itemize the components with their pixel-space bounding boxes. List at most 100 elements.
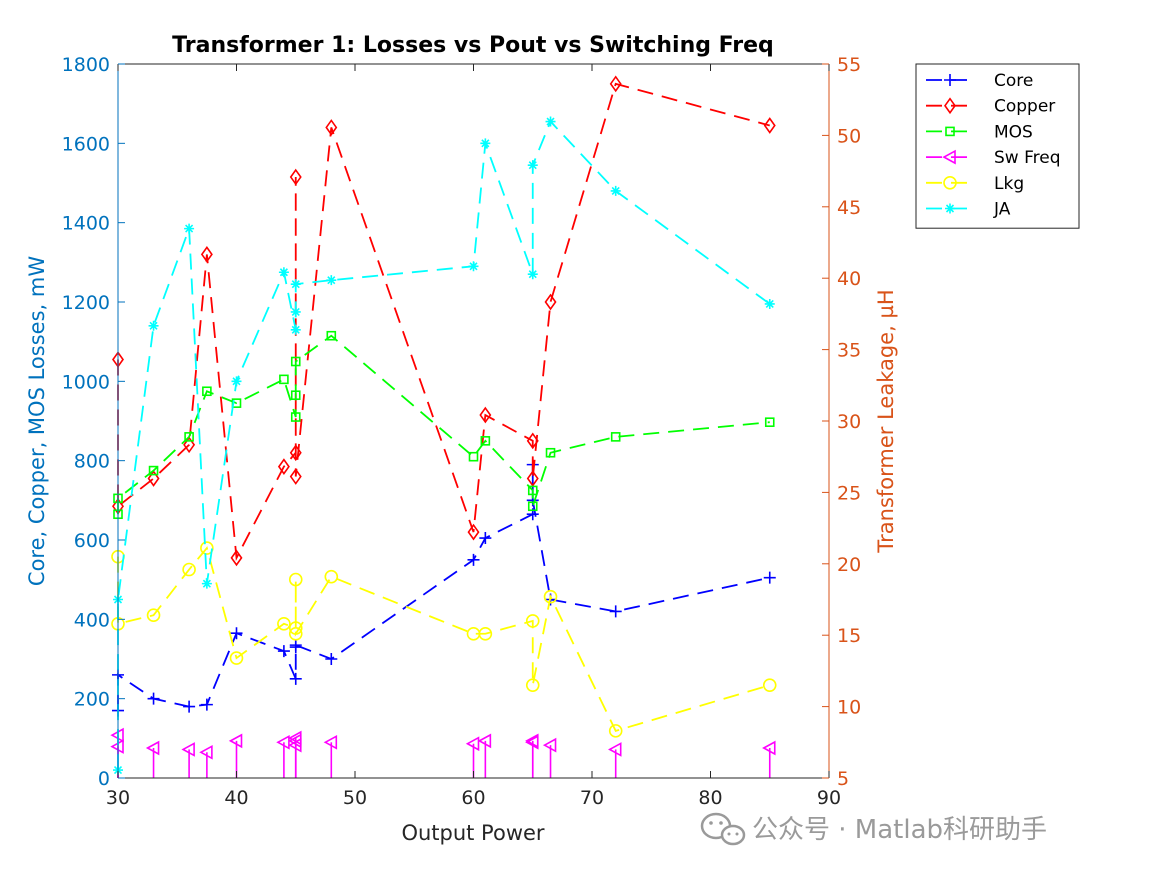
marker-copper: [289, 444, 302, 462]
y-right-tick-label: 15: [837, 625, 861, 647]
marker-ja: [527, 160, 538, 171]
marker-mos: [527, 485, 538, 496]
chart-title: Transformer 1: Losses vs Pout vs Switchi…: [172, 33, 774, 58]
y-left-tick-label: 1000: [62, 371, 110, 393]
legend-label: JA: [993, 200, 1011, 220]
marker-mos: [202, 386, 212, 397]
marker-ja: [290, 306, 301, 317]
marker-lkg: [762, 678, 777, 692]
marker-sw-freq: [608, 742, 622, 757]
marker-copper: [544, 293, 557, 311]
legend-box: [915, 63, 1080, 229]
marker-copper: [183, 436, 196, 454]
series-ja: [113, 116, 775, 776]
marker-copper: [526, 432, 539, 450]
legend-item-copper: Copper: [926, 97, 1055, 117]
marker-mos: [290, 356, 301, 367]
marker-mos: [610, 432, 621, 442]
line-ja: [117, 119, 771, 771]
x-tick-label: 40: [224, 787, 248, 809]
marker-sw-freq: [477, 733, 492, 749]
marker-core: [289, 672, 302, 685]
wechat-icon: [700, 812, 746, 846]
marker-sw-freq: [323, 734, 338, 750]
marker-core: [230, 627, 243, 640]
y-right-tick-label: 5: [837, 768, 849, 790]
y-left-tick-label: 1400: [62, 213, 110, 235]
y-left-tick-label: 1800: [62, 54, 110, 76]
marker-copper: [277, 458, 290, 475]
marker-mos: [148, 465, 159, 476]
y-left-tick-label: 400: [74, 609, 110, 631]
marker-copper: [479, 406, 492, 424]
plot-area: [118, 64, 829, 778]
marker-ja: [201, 578, 212, 589]
x-tick-label: 30: [106, 787, 130, 809]
marker-ja: [610, 185, 621, 196]
marker-copper: [325, 119, 338, 136]
marker-lkg: [288, 572, 303, 587]
marker-sw-freq: [525, 733, 539, 749]
marker-ja: [527, 269, 538, 280]
marker-ja: [148, 320, 159, 331]
marker-sw-freq: [145, 740, 160, 756]
legend-item-sw-freq: Sw Freq: [926, 148, 1061, 168]
legend-marker: [944, 74, 956, 86]
marker-core: [467, 553, 480, 566]
legend-item-lkg: Lkg: [926, 174, 1024, 194]
marker-sw-freq: [276, 734, 290, 750]
marker-core: [609, 605, 622, 618]
line-lkg: [117, 546, 771, 732]
marker-sw-freq: [542, 737, 557, 753]
series-lkg: [111, 541, 777, 738]
marker-mos: [184, 432, 194, 442]
legend-item-mos: MOS: [926, 122, 1033, 142]
marker-mos: [527, 501, 538, 512]
marker-lkg: [608, 724, 623, 738]
x-tick-label: 60: [461, 787, 485, 809]
marker-mos: [326, 330, 337, 341]
marker-mos: [764, 417, 775, 427]
marker-lkg: [288, 621, 303, 635]
marker-copper: [147, 470, 160, 487]
marker-copper: [763, 117, 776, 134]
marker-core: [147, 692, 160, 705]
line-mos: [117, 334, 770, 515]
legend-marker: [945, 126, 955, 137]
legend-label: Sw Freq: [994, 148, 1061, 168]
marker-lkg: [182, 562, 196, 577]
x-tick-label: 50: [343, 787, 367, 809]
marker-ja: [290, 324, 301, 335]
marker-ja: [545, 116, 556, 127]
y-right-tick-label: 35: [837, 340, 861, 362]
y-right-tick-label: 50: [837, 125, 861, 147]
x-tick-label: 70: [580, 787, 604, 809]
legend-item-ja: JA: [926, 200, 1011, 220]
y-right-tick-label: 25: [837, 482, 861, 504]
marker-core: [763, 571, 776, 584]
y-left-tick-label: 800: [74, 451, 110, 473]
marker-core: [479, 532, 492, 545]
marker-copper: [526, 470, 539, 487]
marker-copper: [289, 168, 302, 186]
marker-sw-freq: [181, 742, 195, 757]
legend-label: MOS: [994, 122, 1033, 142]
marker-lkg: [324, 569, 339, 584]
marker-lkg: [146, 608, 161, 623]
y-right-tick-label: 45: [837, 197, 861, 219]
legend: Core Copper MOS Sw Freq Lkg JA: [915, 63, 1080, 229]
y-right-tick-label: 10: [837, 697, 861, 719]
y-left-tick-label: 1600: [62, 133, 110, 155]
axes: 30 40 50 60 70 80 90 0 200 400 600 800 1000 1200 1400 1…: [62, 54, 862, 809]
legend-label: Core: [994, 71, 1033, 91]
marker-mos: [468, 451, 479, 462]
watermark: 公众号 · Matlab科研助手: [700, 812, 1047, 846]
marker-lkg: [277, 616, 291, 631]
marker-ja: [231, 376, 242, 387]
marker-ja: [764, 298, 775, 309]
marker-copper: [230, 549, 243, 567]
y-axis-left-label: Core, Copper, MOS Losses, mW: [25, 256, 49, 586]
series-layer: [110, 75, 777, 778]
y-left-tick-label: 0: [98, 768, 110, 790]
